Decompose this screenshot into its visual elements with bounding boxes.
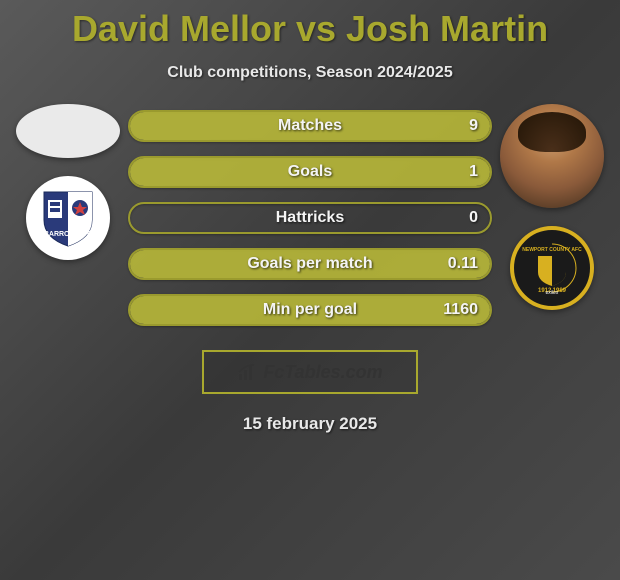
svg-text:BARROW AFC: BARROW AFC xyxy=(44,231,92,238)
bars-icon xyxy=(237,362,257,382)
stat-label: Goals per match xyxy=(130,255,490,273)
stat-label: Min per goal xyxy=(130,301,490,319)
newport-badge-icon: NEWPORT COUNTY AFC 1912 1989 exiles xyxy=(522,238,582,298)
left-club-badge: BARROW AFC xyxy=(26,176,110,260)
season-subtitle: Club competitions, Season 2024/2025 xyxy=(0,64,620,82)
stat-value: 0 xyxy=(469,209,478,227)
fctables-logo[interactable]: FcTables.com xyxy=(202,350,418,394)
stat-label: Matches xyxy=(130,117,490,135)
stat-value: 1 xyxy=(469,163,478,181)
stat-value: 9 xyxy=(469,117,478,135)
stat-label: Hattricks xyxy=(130,209,490,227)
stat-value: 0.11 xyxy=(448,255,478,273)
left-player-column: BARROW AFC xyxy=(8,104,128,260)
barrow-badge-icon: BARROW AFC xyxy=(36,186,100,250)
stat-value: 1160 xyxy=(443,301,478,319)
right-player-column: NEWPORT COUNTY AFC 1912 1989 exiles xyxy=(492,104,612,310)
stat-bar: Hattricks0 xyxy=(128,202,492,234)
comparison-title: David Mellor vs Josh Martin xyxy=(0,0,620,50)
fctables-logo-text: FcTables.com xyxy=(263,362,382,383)
stat-bar: Matches9 xyxy=(128,110,492,142)
stat-bar: Goals1 xyxy=(128,156,492,188)
snapshot-date: 15 february 2025 xyxy=(0,414,620,434)
right-player-photo xyxy=(500,104,604,208)
stat-bars: Matches9Goals1Hattricks0Goals per match0… xyxy=(128,104,492,332)
stat-bar: Min per goal1160 xyxy=(128,294,492,326)
svg-text:NEWPORT COUNTY AFC: NEWPORT COUNTY AFC xyxy=(522,247,582,253)
right-club-badge: NEWPORT COUNTY AFC 1912 1989 exiles xyxy=(510,226,594,310)
stat-label: Goals xyxy=(130,163,490,181)
left-player-photo xyxy=(16,104,120,158)
stat-bar: Goals per match0.11 xyxy=(128,248,492,280)
svg-text:exiles: exiles xyxy=(546,290,559,296)
comparison-content: BARROW AFC Matches9 Goals1 Hattricks0 Goals… xyxy=(0,104,620,332)
